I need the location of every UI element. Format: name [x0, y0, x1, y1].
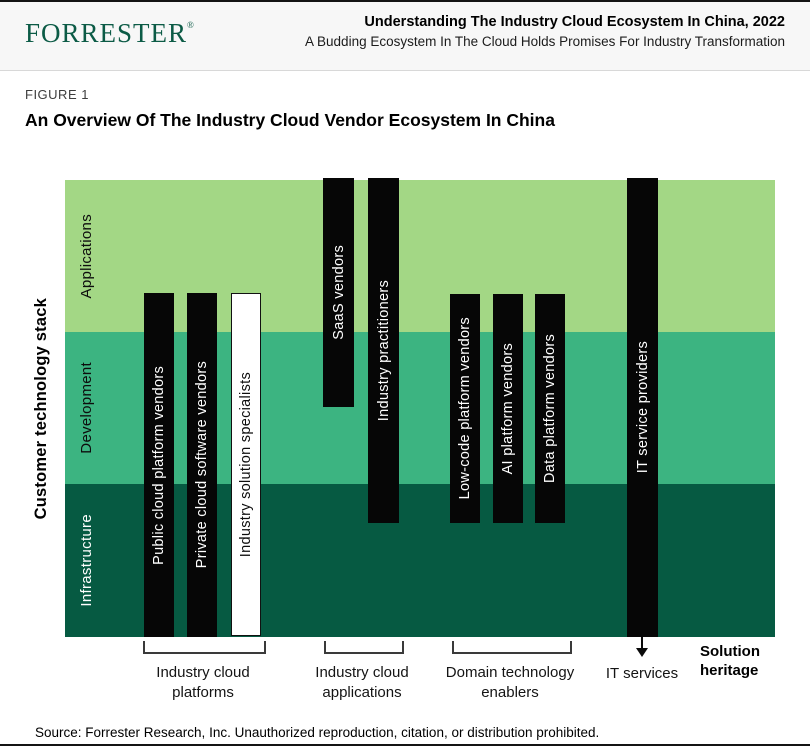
bracket-industry-cloud-platforms: [143, 641, 266, 654]
group-label-it-services: IT services: [605, 665, 679, 682]
solution-heritage-label: Solution heritage: [700, 643, 760, 679]
vendor-bar-it-service-providers: IT service providers: [627, 178, 658, 637]
report-subtitle: A Budding Ecosystem In The Cloud Holds P…: [305, 33, 785, 49]
heritage-arrow-stem: [641, 637, 643, 649]
forrester-logo: FORRESTER®: [25, 20, 194, 47]
registered-mark-icon: ®: [187, 20, 194, 30]
vendor-bar-private-cloud-software-vendors: Private cloud software vendors: [187, 293, 217, 637]
vendor-bar-label: IT service providers: [634, 341, 651, 474]
vendor-bar-label: Data platform vendors: [542, 334, 558, 483]
heritage-arrow-icon: [636, 648, 648, 657]
vendor-bar-label: Low-code platform vendors: [457, 317, 473, 500]
group-label-industry-cloud-platforms: Industry cloud platforms: [156, 664, 250, 702]
band-label-applications: Applications: [78, 213, 95, 299]
band-label-infrastructure: Infrastructure: [78, 514, 95, 607]
logo-text: FORRESTER: [25, 18, 188, 48]
group-label-domain-technology-enablers: Domain technology enablers: [445, 664, 575, 702]
stack-axis-label: Customer technology stack: [31, 297, 50, 520]
vendor-bar-ai-platform-vendors: AI platform vendors: [493, 294, 523, 523]
top-rule: [0, 0, 810, 2]
vendor-bar-label: SaaS vendors: [330, 245, 347, 340]
vendor-bar-data-platform-vendors: Data platform vendors: [535, 294, 565, 523]
band-label-development: Development: [78, 362, 95, 454]
figure-title: An Overview Of The Industry Cloud Vendor…: [25, 110, 555, 130]
bottom-rule: [0, 744, 810, 746]
vendor-bar-public-cloud-platform-vendors: Public cloud platform vendors: [144, 293, 174, 637]
vendor-bar-label: Industry practitioners: [375, 279, 392, 422]
source-line: Source: Forrester Research, Inc. Unautho…: [35, 725, 600, 740]
header-titles: Understanding The Industry Cloud Ecosyst…: [305, 13, 785, 51]
vendor-bar-low-code-platform-vendors: Low-code platform vendors: [450, 294, 480, 523]
vendor-bar-label: Industry solution specialists: [238, 371, 254, 558]
vendor-bar-saas-vendors: SaaS vendors: [323, 178, 354, 407]
vendor-bar-label: AI platform vendors: [500, 342, 516, 475]
report-title: Understanding The Industry Cloud Ecosyst…: [364, 14, 785, 30]
figure-label: FIGURE 1: [25, 87, 89, 102]
group-label-industry-cloud-applications: Industry cloud applications: [315, 664, 409, 702]
vendor-bar-industry-solution-specialists: Industry solution specialists: [231, 293, 261, 636]
report-header: FORRESTER® Understanding The Industry Cl…: [0, 2, 810, 71]
bracket-domain-technology-enablers: [452, 641, 572, 654]
vendor-bar-label: Public cloud platform vendors: [151, 365, 167, 565]
bracket-industry-cloud-applications: [324, 641, 404, 654]
vendor-bar-industry-practitioners: Industry practitioners: [368, 178, 399, 523]
stack-axis: Customer technology stack: [26, 180, 56, 637]
vendor-bar-label: Private cloud software vendors: [194, 361, 210, 569]
